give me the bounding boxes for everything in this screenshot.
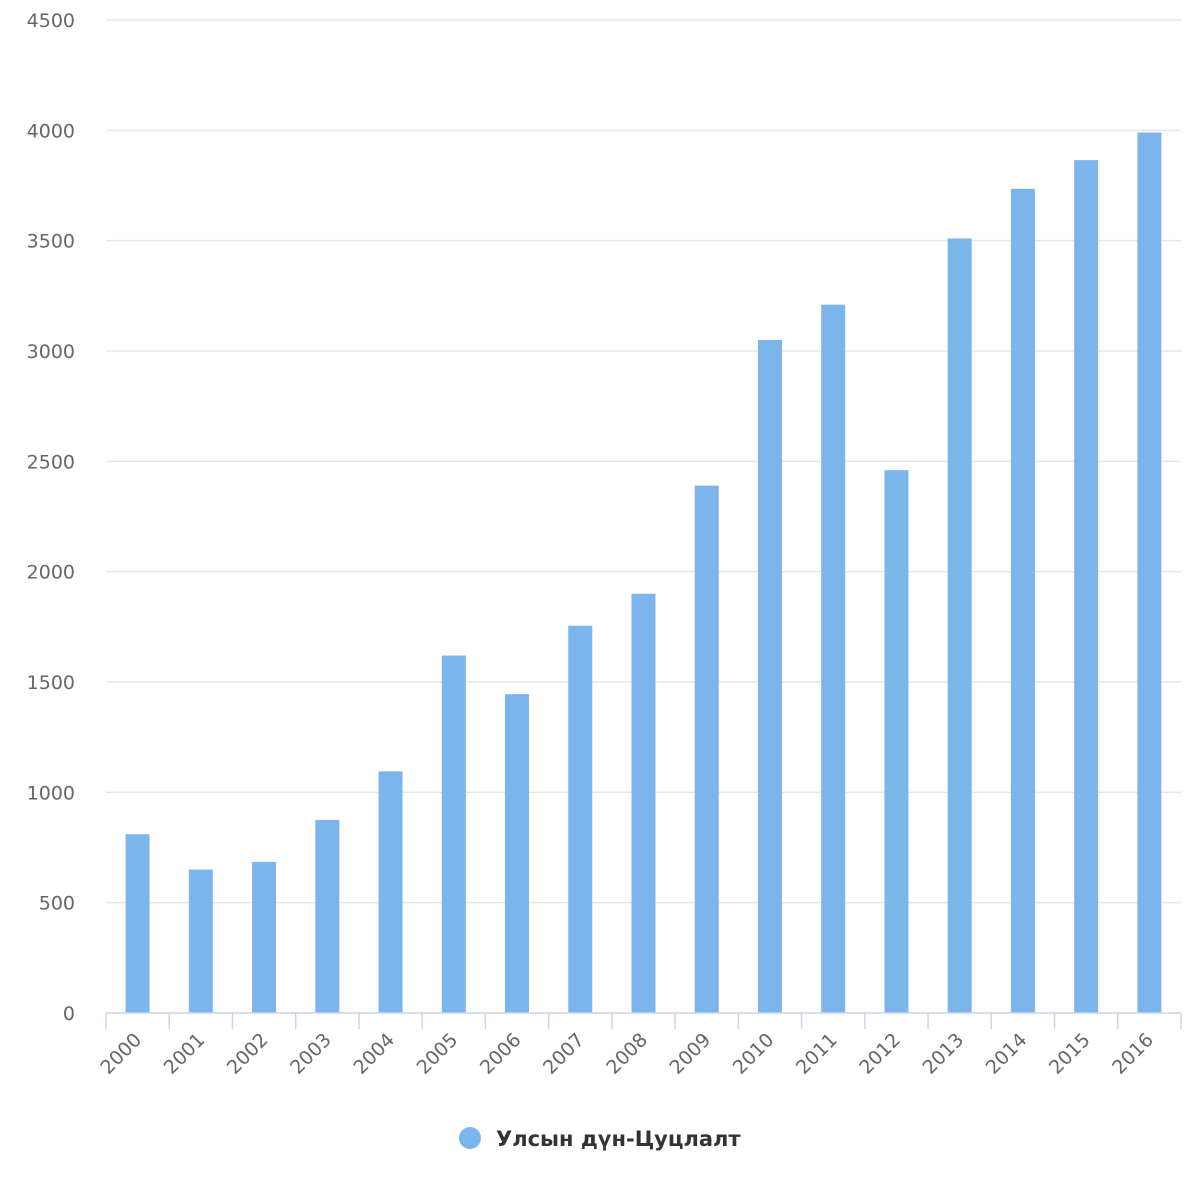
x-tick-label: 2011 [792,1029,842,1079]
x-tick-label: 2008 [602,1029,652,1079]
x-tick-label: 2005 [413,1029,463,1079]
x-tick-label: 2014 [982,1029,1032,1079]
bar-2013[interactable] [947,238,972,1013]
x-tick-label: 2010 [729,1029,779,1079]
x-tick-label: 2016 [1108,1029,1158,1079]
bar-2007[interactable] [568,625,593,1013]
y-tick-label: 3000 [27,341,75,363]
gridlines [106,19,1181,904]
x-tick-label: 2006 [476,1029,526,1079]
bar-2005[interactable] [441,655,466,1013]
bar-2004[interactable] [378,771,403,1013]
x-tick-label: 2012 [855,1029,905,1079]
bar-2012[interactable] [884,470,909,1013]
x-tick-label: 2015 [1045,1029,1095,1079]
x-tick-label: 2004 [349,1029,399,1079]
y-axis: 0 500 1000 1500 2000 2500 3000 3500 4000 4500 [27,10,75,1025]
y-tick-label: 1000 [27,782,75,804]
bar-2016[interactable] [1137,132,1162,1014]
y-tick-label: 4500 [27,10,75,32]
bar-2014[interactable] [1010,188,1035,1013]
x-tick-label: 2000 [96,1029,146,1079]
bar-2003[interactable] [315,819,340,1013]
y-tick-label: 4000 [27,120,75,142]
y-tick-label: 1500 [27,672,75,694]
bar-2011[interactable] [821,304,846,1013]
x-tick-label: 2013 [918,1029,968,1079]
bar-2009[interactable] [694,485,719,1013]
x-tick-label: 2002 [223,1029,273,1079]
legend-marker-icon[interactable] [459,1127,481,1149]
bar-2006[interactable] [505,694,530,1013]
bar-2000[interactable] [125,834,150,1013]
y-tick-label: 3500 [27,231,75,253]
y-tick-label: 2500 [27,451,75,473]
bar-2002[interactable] [252,861,277,1013]
x-tick-label: 2003 [286,1029,336,1079]
bars [125,132,1162,1014]
x-tick-label: 2001 [160,1029,210,1079]
x-axis: 2000 2001 2002 2003 2004 2005 2006 2007 2008 2009… [96,1012,1182,1079]
y-tick-label: 2000 [27,562,75,584]
x-tick-label: 2007 [539,1029,589,1079]
legend-label[interactable]: Улсын дүн-Цуцлалт [496,1127,741,1151]
bar-2015[interactable] [1074,160,1099,1013]
legend[interactable]: Улсын дүн-Цуцлалт [459,1127,741,1151]
bar-2001[interactable] [188,869,213,1013]
x-tick-label: 2009 [666,1029,716,1079]
y-tick-label: 500 [39,893,75,915]
bar-2008[interactable] [631,593,656,1013]
y-tick-label: 0 [63,1003,75,1025]
bar-2010[interactable] [757,339,782,1013]
